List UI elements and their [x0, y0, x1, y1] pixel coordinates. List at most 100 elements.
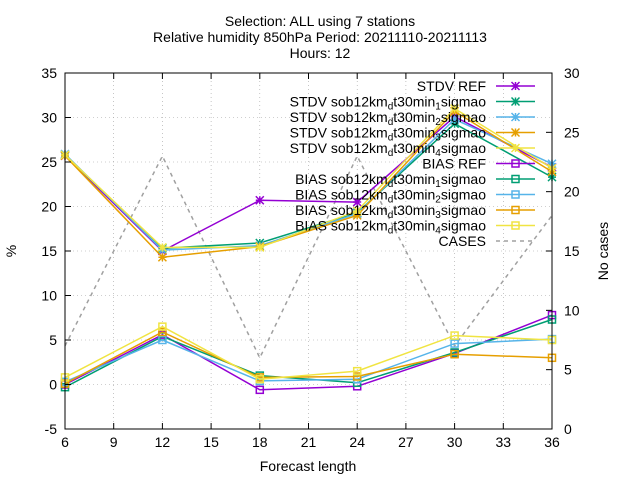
title-line-2: Relative humidity 850hPa Period: 2021111…: [153, 29, 487, 45]
star-marker: [255, 242, 265, 252]
series-line: [64, 338, 553, 383]
star-marker: [510, 81, 521, 91]
y-axis-label: %: [3, 245, 19, 257]
y2-tick-label: 30: [564, 65, 580, 81]
x-tick-label: 33: [496, 434, 512, 450]
y2-tick-label: 15: [564, 243, 580, 259]
legend-label: BIAS sob12kmdt30min2sigmao: [295, 187, 486, 206]
y-tick-label: -5: [45, 421, 58, 437]
legend-entry: STDV REF: [417, 78, 535, 94]
y2-axis: 0 5 10 15 20 25 30: [546, 65, 580, 437]
legend-label: STDV sob12kmdt30min1sigmao: [290, 94, 487, 113]
star-marker: [157, 242, 167, 252]
series-cases: [64, 154, 553, 360]
y-tick-label: 25: [41, 154, 57, 170]
square-marker: [255, 374, 265, 384]
star-marker: [510, 112, 521, 122]
legend-label: BIAS sob12kmdt30min3sigmao: [295, 202, 486, 221]
chart-title: Selection: ALL using 7 stations Relative…: [153, 13, 487, 61]
square-marker: [511, 221, 520, 230]
legend-label: STDV sob12kmdt30min2sigmao: [290, 109, 487, 128]
x-tick-label: 15: [203, 434, 219, 450]
legend-label: STDV sob12kmdt30min3sigmao: [290, 125, 487, 144]
y-tick-label: 5: [49, 332, 57, 348]
y2-tick-label: 25: [564, 124, 580, 140]
square-marker: [158, 322, 167, 331]
y2-axis-label: No cases: [595, 222, 611, 280]
series-line: [64, 107, 553, 249]
square-marker: [158, 335, 167, 345]
series-line: [64, 110, 553, 258]
legend-label: CASES: [439, 233, 486, 249]
y-tick-label: 35: [41, 65, 57, 81]
y-tick-label: 20: [41, 199, 57, 215]
legend-entry: STDV sob12kmdt30min1sigmao: [290, 94, 535, 113]
star-marker: [510, 96, 521, 107]
x-tick-label: 12: [155, 434, 171, 450]
star-marker: [352, 197, 362, 207]
square-marker: [255, 385, 265, 395]
star-marker: [450, 104, 460, 114]
series-line: [64, 154, 553, 360]
x-tick-label: 9: [110, 434, 118, 450]
x-tick-label: 30: [447, 434, 463, 450]
y2-tick-label: 10: [564, 302, 580, 318]
legend-label: BIAS sob12kmdt30min4sigmao: [295, 218, 486, 237]
star-marker: [450, 114, 460, 124]
x-tick-label: 21: [301, 434, 317, 450]
title-line-3: Hours: 12: [290, 45, 351, 61]
star-marker: [352, 210, 362, 220]
legend-label: BIAS REF: [422, 156, 486, 172]
legend-entry: STDV sob12kmdt30min4sigmao: [290, 140, 535, 159]
square-marker: [450, 349, 459, 359]
y-axis: -5 0 5 10 15 20 25 30 35: [41, 65, 71, 437]
legend-entry: BIAS sob12kmdt30min1sigmao: [295, 171, 535, 190]
star-marker: [352, 206, 362, 216]
legend-entry: BIAS sob12kmdt30min4sigmao: [295, 218, 535, 237]
legend-entry: STDV sob12kmdt30min2sigmao: [290, 109, 535, 128]
square-marker: [158, 327, 167, 337]
x-axis-label: Forecast length: [260, 458, 357, 474]
y2-tick-label: 0: [564, 421, 572, 437]
legend-entry: BIAS sob12kmdt30min2sigmao: [295, 187, 535, 206]
y-tick-label: 30: [41, 110, 57, 126]
series-line: [64, 325, 553, 380]
y2-tick-label: 20: [564, 184, 580, 200]
series-bias-sob12km-dt30min-4sigmao: [60, 322, 557, 384]
series-line: [64, 331, 553, 385]
square-marker: [450, 331, 459, 340]
legend-entry: BIAS sob12kmdt30min3sigmao: [295, 202, 535, 221]
square-marker: [511, 190, 520, 199]
series-line: [64, 318, 553, 388]
star-marker: [157, 252, 167, 262]
x-tick-label: 27: [398, 434, 414, 450]
square-marker: [511, 159, 520, 168]
square-marker: [511, 205, 520, 215]
x-tick-label: 24: [349, 434, 365, 450]
star-marker: [510, 127, 521, 138]
square-marker: [450, 339, 459, 348]
star-marker: [255, 195, 265, 205]
square-marker: [352, 372, 362, 381]
legend-label: STDV sob12kmdt30min4sigmao: [290, 140, 487, 159]
legend-entry: BIAS REF: [422, 156, 535, 172]
square-marker: [511, 174, 520, 184]
legend-label: BIAS sob12kmdt30min1sigmao: [295, 171, 486, 190]
x-tick-label: 18: [252, 434, 268, 450]
legend-label: STDV REF: [417, 78, 486, 94]
title-line-1: Selection: ALL using 7 stations: [225, 13, 415, 29]
x-tick-label: 36: [544, 434, 560, 450]
y2-tick-label: 5: [564, 362, 572, 378]
star-marker: [510, 143, 521, 153]
square-marker: [352, 366, 362, 376]
y-tick-label: 10: [41, 288, 57, 304]
star-marker: [450, 119, 460, 129]
legend-entry: STDV sob12kmdt30min3sigmao: [290, 125, 535, 144]
y-tick-label: 0: [49, 377, 57, 393]
x-axis: 6 9 12 15 18 21 24 27 30 33 36: [61, 73, 560, 450]
x-tick-label: 6: [61, 434, 69, 450]
y-tick-label: 15: [41, 243, 57, 259]
legend-entry: CASES: [439, 233, 535, 249]
